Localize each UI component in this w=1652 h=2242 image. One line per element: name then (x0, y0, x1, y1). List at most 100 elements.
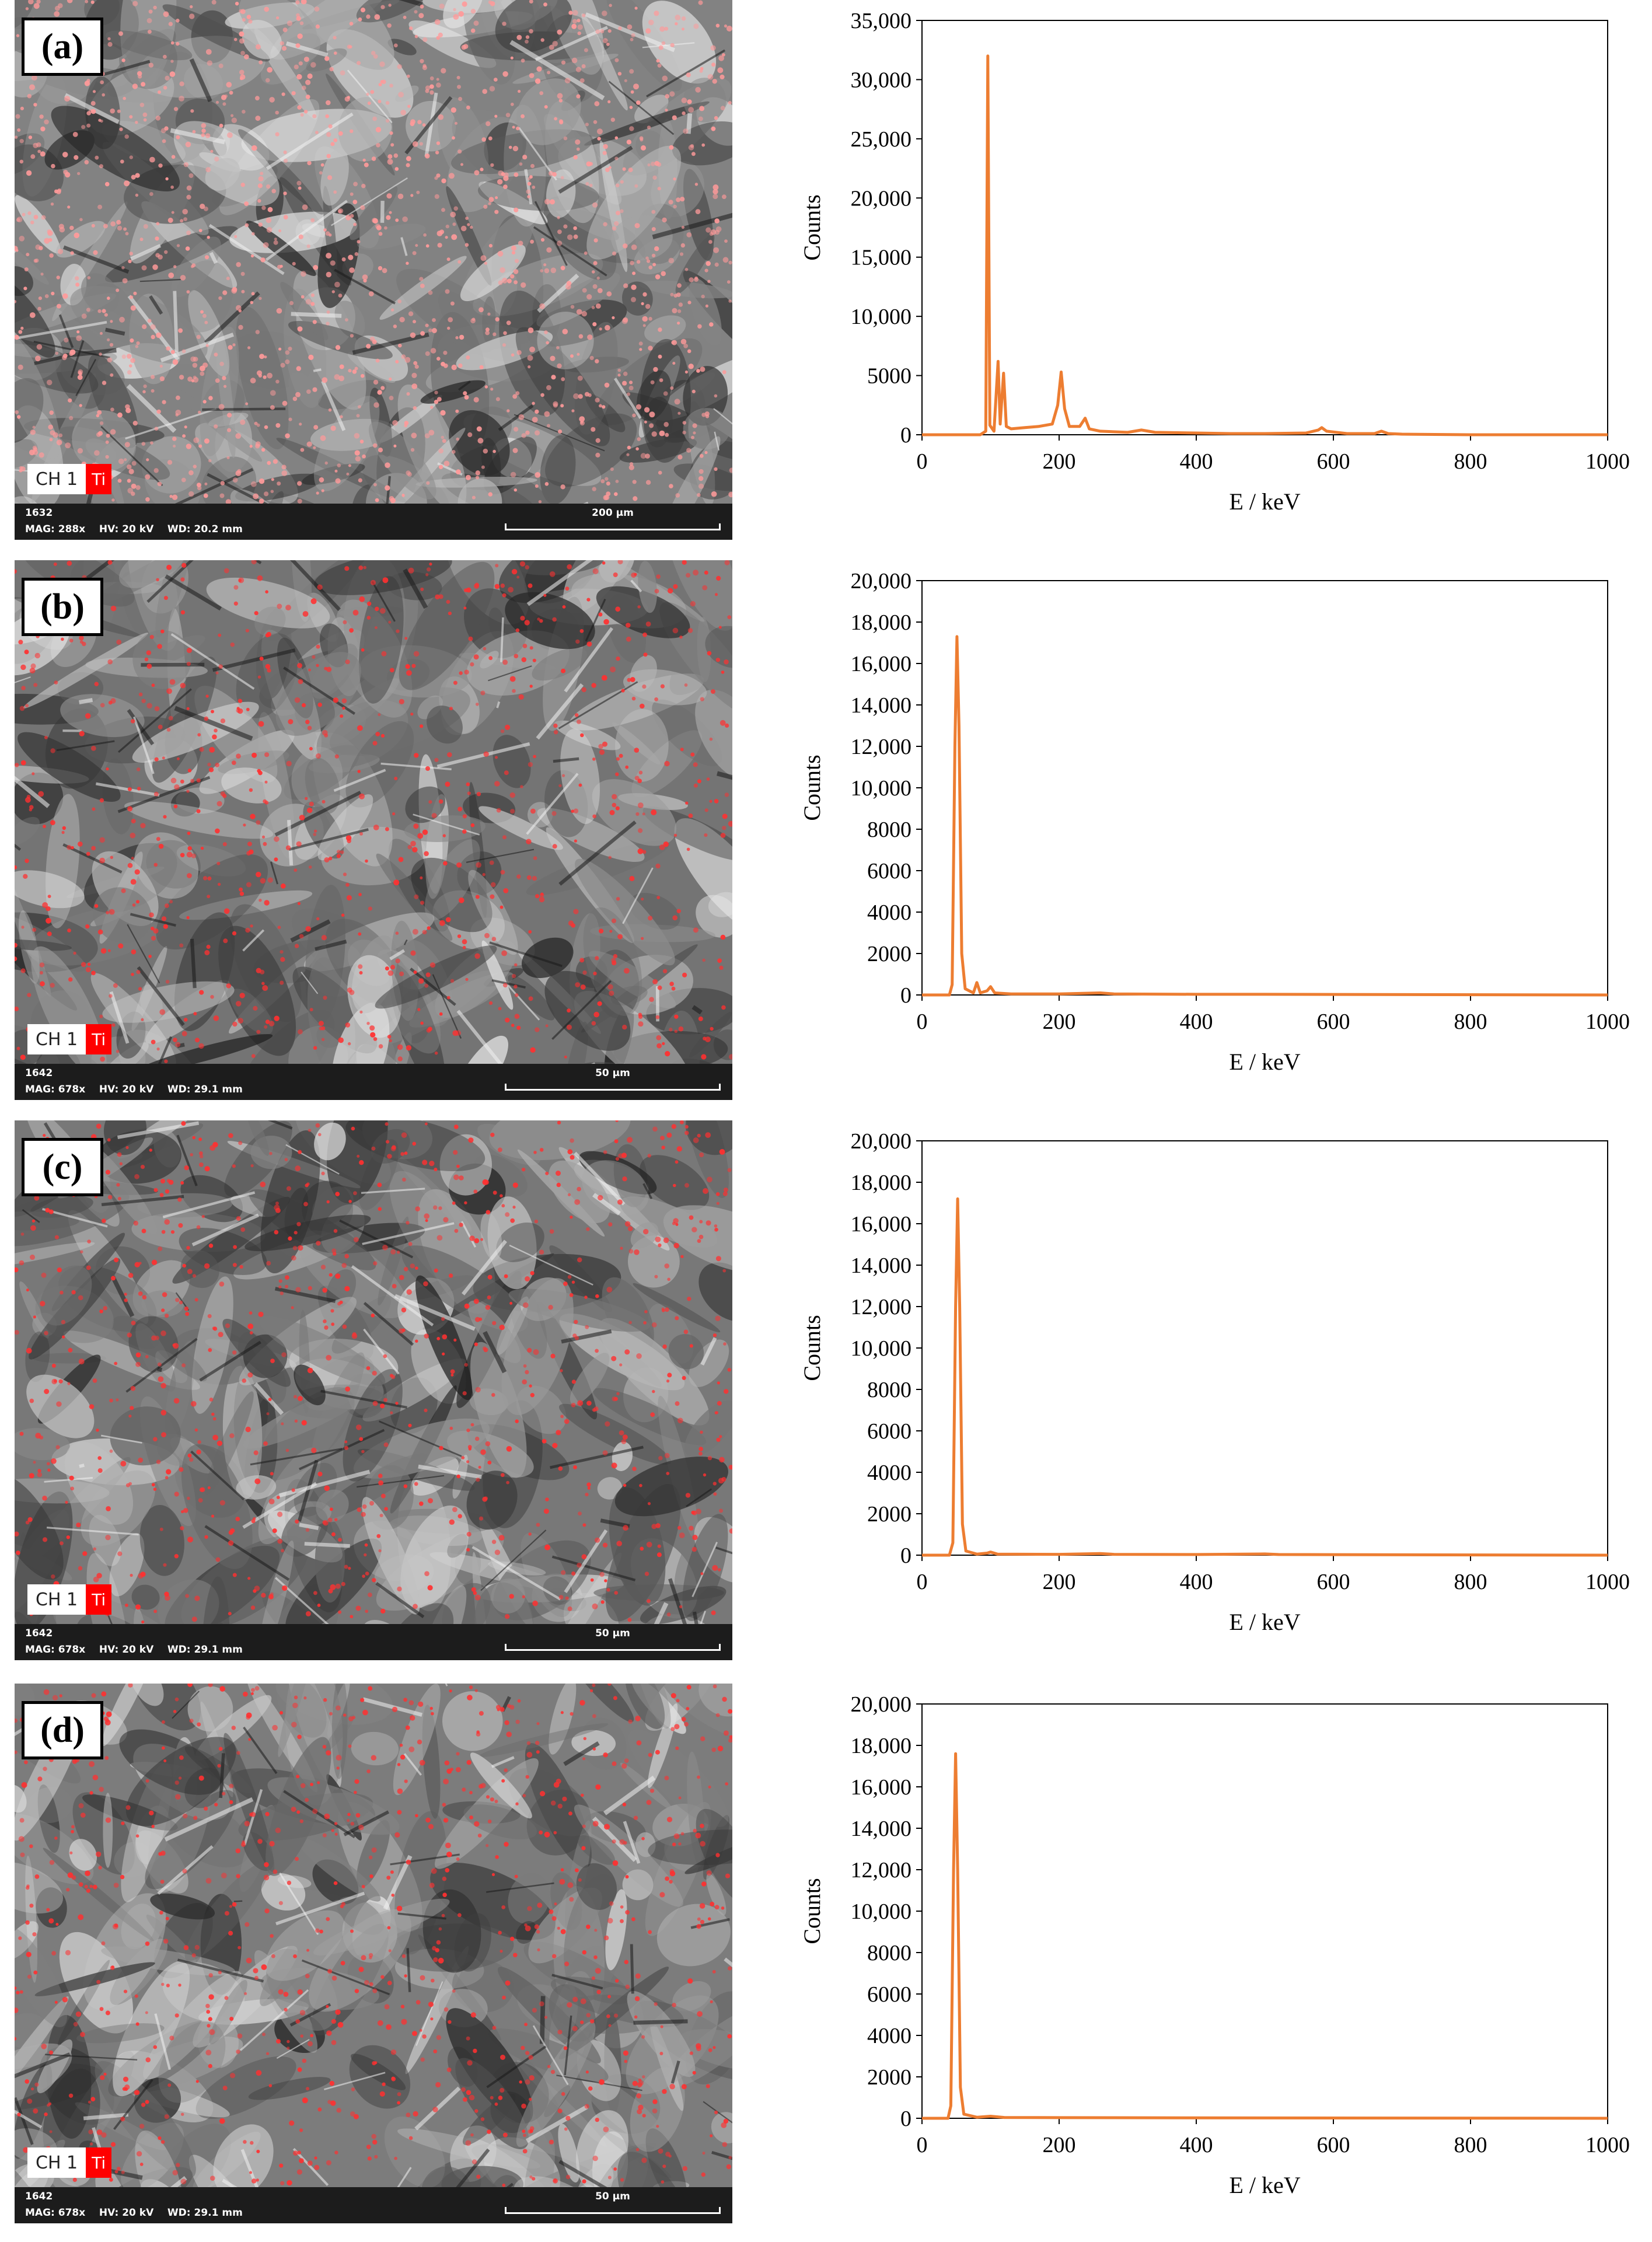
y-axis-title: Counts (799, 1315, 825, 1381)
y-tick-label: 2000 (867, 942, 911, 966)
spectrum-line (922, 635, 1608, 997)
y-tick-label: 0 (900, 423, 911, 448)
y-tick-label: 15,000 (851, 246, 912, 270)
sem-info-bar: 1642 MAG: 678x HV: 20 kV WD: 29.1 mm 50 µm (15, 1624, 732, 1660)
channel-tag: CH 1 Ti (27, 2147, 112, 2178)
x-tick-label: 0 (917, 1570, 928, 1594)
y-tick-label: 4000 (867, 1461, 911, 1485)
y-tick-label: 6000 (867, 1419, 911, 1444)
y-tick-label: 12,000 (851, 1858, 912, 1883)
eds-spectrum: 0 5000 10,000 15,000 20,000 25,000 30,000 35,00… (799, 9, 1630, 515)
x-tick-label: 1000 (1585, 1010, 1630, 1034)
y-tick-label: 0 (900, 983, 911, 1008)
plot-frame (921, 1140, 1608, 1556)
x-tick-label: 800 (1454, 449, 1487, 474)
x-tick-label: 1000 (1585, 449, 1630, 474)
y-tick-label: 10,000 (851, 1336, 912, 1361)
eds-spectrum: 0200040006000800010,00012,00014,00016,00… (799, 1129, 1630, 1635)
sem-micrograph: (a) CH 1 Ti 1632 MAG: 288x HV: 20 kV WD: 20.… (15, 0, 732, 540)
sem-texture (15, 0, 732, 540)
y-tick-label: 12,000 (851, 735, 912, 759)
y-tick-label: 25,000 (851, 127, 912, 152)
scale-bar-label: 50 µm (595, 1628, 630, 1639)
y-tick-label: 18,000 (851, 1734, 912, 1758)
channel-tag: CH 1 Ti (27, 464, 112, 494)
y-tick-label: 2000 (867, 1502, 911, 1527)
x-tick-label: 0 (917, 2133, 928, 2157)
scale-bar: 50 µm (505, 1628, 721, 1656)
x-tick-label: 800 (1454, 1570, 1487, 1594)
x-axis-title: E / keV (1229, 1609, 1300, 1635)
panel-label: (b) (22, 578, 103, 636)
scale-bar-line (505, 1084, 721, 1091)
x-tick-label: 600 (1317, 1570, 1350, 1594)
y-tick-label: 12,000 (851, 1295, 912, 1319)
x-tick-label: 200 (1043, 1010, 1076, 1034)
spectrum-line (922, 1197, 1608, 1557)
x-tick-label: 1000 (1585, 1570, 1630, 1594)
y-tick-label: 0 (900, 1543, 911, 1568)
y-tick-label: 20,000 (851, 1692, 912, 1717)
figure-row: (d) CH 1 Ti 1642 MAG: 678x HV: 20 kV WD: 29.… (0, 1684, 1652, 2226)
sem-parameters: MAG: 678x HV: 20 kV WD: 29.1 mm (25, 1644, 243, 1656)
y-tick-label: 8000 (867, 1378, 911, 1402)
scale-bar: 50 µm (505, 2191, 721, 2219)
y-tick-label: 4000 (867, 900, 911, 925)
sem-micrograph: (b) CH 1 Ti 1642 MAG: 678x HV: 20 kV WD: 29.… (15, 560, 732, 1100)
y-tick-label: 10,000 (851, 1899, 912, 1924)
y-tick-label: 0 (900, 2107, 911, 2131)
y-tick-label: 6000 (867, 1982, 911, 2007)
y-tick-label: 4000 (867, 2024, 911, 2048)
x-tick-label: 0 (917, 1010, 928, 1034)
scale-bar-line (505, 1644, 721, 1651)
x-tick-label: 200 (1043, 1570, 1076, 1594)
sem-parameters: MAG: 678x HV: 20 kV WD: 29.1 mm (25, 2207, 243, 2219)
x-tick-label: 800 (1454, 2133, 1487, 2157)
y-tick-label: 10,000 (851, 305, 912, 329)
x-tick-label: 0 (917, 449, 928, 474)
figure-row: (a) CH 1 Ti 1632 MAG: 288x HV: 20 kV WD: 20.… (0, 0, 1652, 543)
image-id: 1632 (25, 507, 53, 519)
x-axis-title: E / keV (1229, 488, 1300, 515)
panel-label: (a) (22, 18, 103, 76)
y-tick-label: 20,000 (851, 569, 912, 593)
x-tick-label: 400 (1180, 1570, 1213, 1594)
y-tick-label: 20,000 (851, 186, 912, 211)
scale-bar: 50 µm (505, 1067, 721, 1095)
sem-micrograph: (d) CH 1 Ti 1642 MAG: 678x HV: 20 kV WD: 29.… (15, 1684, 732, 2223)
x-tick-label: 600 (1317, 2133, 1350, 2157)
eds-chart: 0 5000 10,000 15,000 20,000 25,000 30,000 35,00… (741, 0, 1652, 543)
channel-tag: CH 1 Ti (27, 1584, 112, 1615)
x-axis-title: E / keV (1229, 1049, 1300, 1075)
plot-frame (921, 580, 1608, 996)
sem-micrograph: (c) CH 1 Ti 1642 MAG: 678x HV: 20 kV WD: 29.… (15, 1120, 732, 1660)
sem-texture (15, 1120, 732, 1660)
panel-label: (d) (22, 1701, 103, 1759)
y-tick-label: 16,000 (851, 1212, 912, 1237)
sem-info-bar: 1632 MAG: 288x HV: 20 kV WD: 20.2 mm 200 µ… (15, 504, 732, 540)
figure-row: (b) CH 1 Ti 1642 MAG: 678x HV: 20 kV WD: 29.… (0, 560, 1652, 1103)
y-tick-label: 16,000 (851, 1775, 912, 1800)
channel-label: CH 1 (27, 464, 86, 494)
y-tick-label: 30,000 (851, 68, 912, 92)
sem-texture (15, 560, 732, 1100)
y-tick-label: 5000 (867, 364, 911, 389)
element-label: Ti (86, 464, 112, 494)
eds-spectrum: 0200040006000800010,00012,00014,00016,00… (799, 569, 1630, 1075)
spectrum-line (922, 1752, 1608, 2120)
element-label: Ti (86, 1024, 112, 1054)
element-label: Ti (86, 1584, 112, 1615)
scale-bar-label: 200 µm (592, 507, 634, 519)
y-tick-label: 14,000 (851, 693, 912, 718)
y-tick-label: 18,000 (851, 1171, 912, 1195)
sem-parameters: MAG: 288x HV: 20 kV WD: 20.2 mm (25, 523, 243, 535)
x-tick-label: 1000 (1585, 2133, 1630, 2157)
channel-tag: CH 1 Ti (27, 1024, 112, 1054)
y-axis-title: Counts (799, 1878, 825, 1944)
figure-row: (c) CH 1 Ti 1642 MAG: 678x HV: 20 kV WD: 29.… (0, 1120, 1652, 1663)
y-tick-label: 35,000 (851, 9, 912, 33)
eds-spectrum: 0200040006000800010,00012,00014,00016,00… (799, 1692, 1630, 2198)
channel-label: CH 1 (27, 2147, 86, 2178)
x-tick-label: 400 (1180, 1010, 1213, 1034)
y-tick-label: 6000 (867, 859, 911, 883)
